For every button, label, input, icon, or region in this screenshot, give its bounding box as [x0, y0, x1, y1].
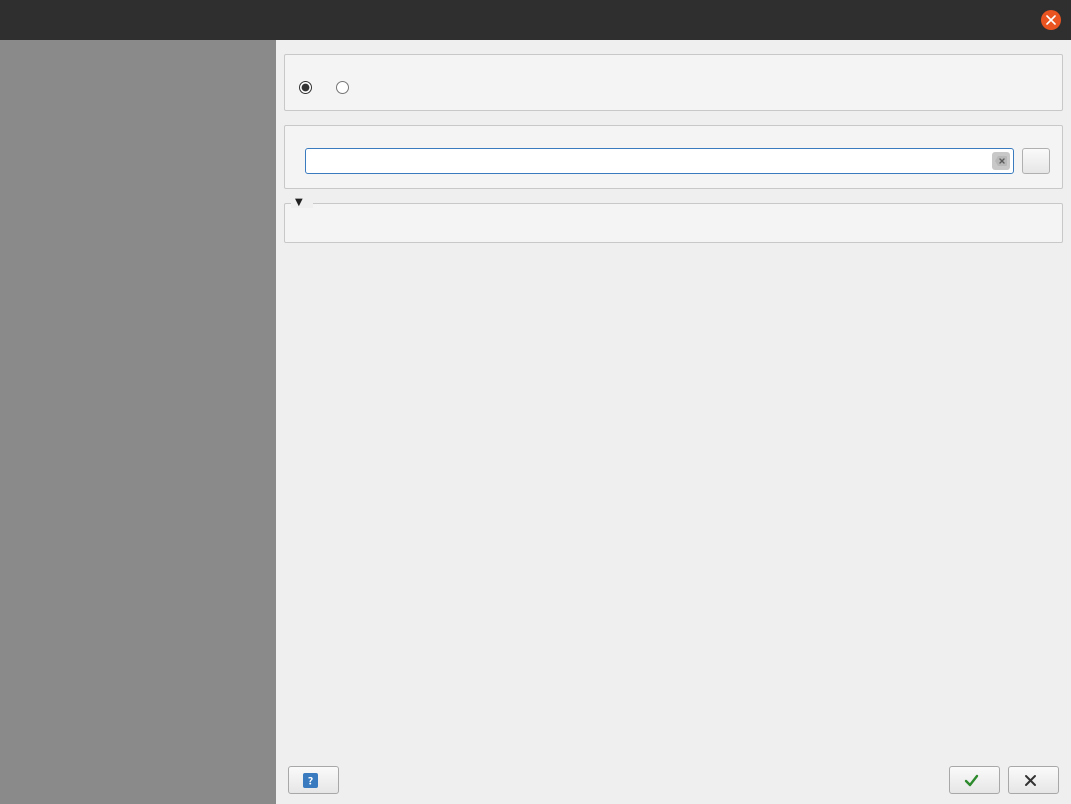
source-group: [284, 125, 1063, 189]
help-icon: ?: [303, 773, 318, 788]
window-body: ?: [0, 40, 1071, 804]
options-group: [284, 203, 1063, 243]
sidebar: [0, 40, 276, 804]
help-button[interactable]: ?: [288, 766, 339, 794]
source-type-file-radio[interactable]: [299, 81, 318, 94]
main-panel: ?: [276, 40, 1071, 804]
titlebar: [0, 0, 1071, 40]
source-type-protocol-radio[interactable]: [336, 81, 355, 94]
browse-button[interactable]: [1022, 148, 1050, 174]
dialog-footer: ?: [284, 758, 1063, 796]
raster-dataset-input[interactable]: [305, 148, 1014, 174]
source-type-group: [284, 54, 1063, 111]
apply-icon: [964, 773, 979, 788]
clear-path-icon[interactable]: [992, 152, 1010, 170]
data-source-manager-window: ?: [0, 0, 1071, 804]
svg-text:?: ?: [308, 775, 313, 787]
add-button[interactable]: [949, 766, 1000, 794]
options-title[interactable]: [291, 195, 313, 208]
close-button[interactable]: [1008, 766, 1059, 794]
close-x-icon: [1023, 773, 1038, 788]
close-icon[interactable]: [1041, 10, 1061, 30]
